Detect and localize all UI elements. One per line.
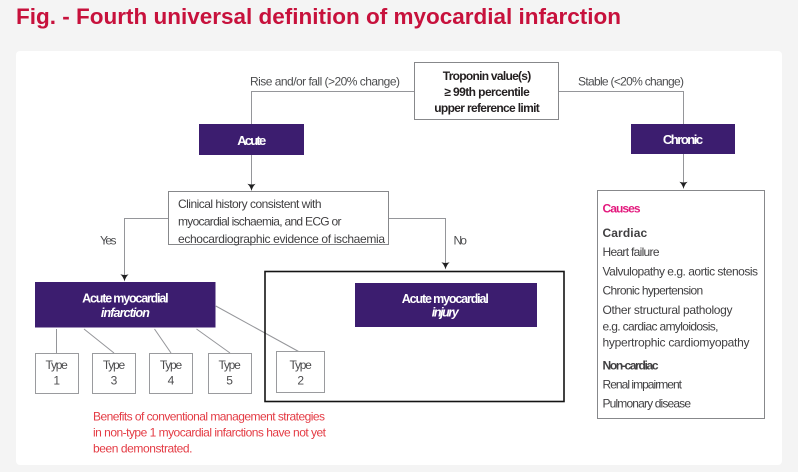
svg-text:Other structural pathology: Other structural pathology <box>603 303 733 317</box>
svg-text:Acute myocardial: Acute myocardial <box>82 291 168 305</box>
svg-text:Type: Type <box>160 358 183 372</box>
svg-text:Chronic hypertension: Chronic hypertension <box>603 284 704 298</box>
svg-text:Causes: Causes <box>603 202 641 216</box>
svg-text:myocardial ischaemia, and ECG: myocardial ischaemia, and ECG or <box>178 214 342 228</box>
svg-text:Acute: Acute <box>237 133 266 148</box>
svg-text:Pulmonary disease: Pulmonary disease <box>603 397 692 411</box>
svg-text:No: No <box>453 234 467 248</box>
svg-text:Type: Type <box>46 358 69 372</box>
svg-text:Type: Type <box>290 358 313 372</box>
svg-text:Troponin value(s): Troponin value(s) <box>443 69 532 83</box>
svg-text:≥ 99th percentile: ≥ 99th percentile <box>444 85 530 99</box>
svg-text:1: 1 <box>53 374 60 388</box>
svg-text:in non-type 1 myocardial infar: in non-type 1 myocardial infarctions hav… <box>93 426 327 440</box>
svg-text:upper reference limit: upper reference limit <box>434 101 540 115</box>
svg-text:infarction: infarction <box>101 306 150 320</box>
svg-text:Chronic: Chronic <box>663 132 703 147</box>
svg-text:hypertrophic cardiomyopathy: hypertrophic cardiomyopathy <box>603 336 750 350</box>
svg-text:5: 5 <box>226 374 233 388</box>
svg-text:Yes: Yes <box>100 234 117 248</box>
svg-text:Benefits of conventional manag: Benefits of conventional management stra… <box>93 410 325 424</box>
svg-text:Cardiac: Cardiac <box>603 226 648 240</box>
svg-text:been demonstrated.: been demonstrated. <box>93 442 193 456</box>
svg-text:3: 3 <box>111 374 118 388</box>
svg-text:e.g. cardiac amyloidosis,: e.g. cardiac amyloidosis, <box>603 319 719 333</box>
svg-text:Clinical history consistent wi: Clinical history consistent with <box>178 197 322 211</box>
svg-text:Heart failure: Heart failure <box>603 245 660 259</box>
svg-text:Valvulopathy e.g. aortic steno: Valvulopathy e.g. aortic stenosis <box>603 264 759 278</box>
svg-text:4: 4 <box>168 374 175 388</box>
svg-text:2: 2 <box>297 374 304 388</box>
svg-text:injury: injury <box>432 306 460 320</box>
svg-text:Non-cardiac: Non-cardiac <box>603 358 659 372</box>
svg-text:Acute myocardial: Acute myocardial <box>402 292 489 306</box>
svg-text:echocardiographic evidence of: echocardiographic evidence of ischaemia <box>178 232 385 246</box>
svg-text:Rise and/or fall (>20% change): Rise and/or fall (>20% change) <box>250 75 400 89</box>
svg-text:Stable (<20% change): Stable (<20% change) <box>578 75 684 89</box>
svg-text:Type: Type <box>218 358 241 372</box>
svg-text:Type: Type <box>103 358 126 372</box>
svg-text:Renal impairment: Renal impairment <box>603 378 683 392</box>
